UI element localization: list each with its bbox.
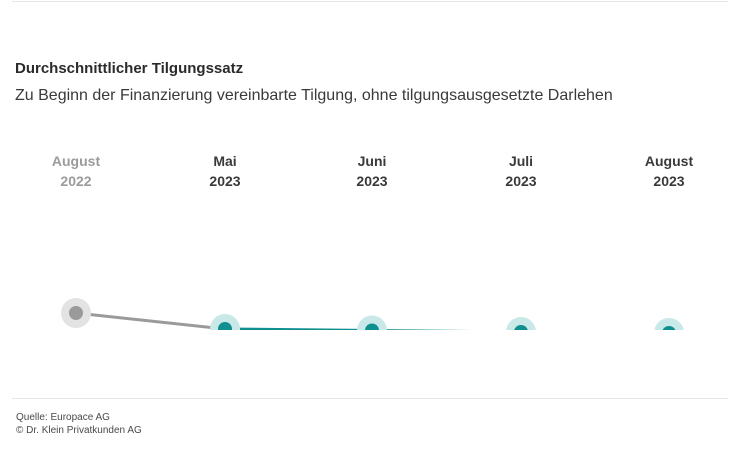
x-tick-label-month: August	[52, 153, 101, 169]
data-point	[365, 323, 379, 330]
series-line-current	[223, 327, 472, 330]
top-divider	[12, 1, 728, 2]
x-tick-label-year: 2023	[356, 173, 387, 189]
copyright-text: © Dr. Klein Privatkunden AG	[16, 425, 142, 436]
x-tick-label-year: 2023	[209, 173, 240, 189]
data-point	[69, 306, 83, 320]
data-point	[218, 322, 232, 330]
data-point	[514, 325, 528, 330]
data-point	[662, 326, 676, 330]
chart-title: Durchschnittlicher Tilgungssatz	[15, 60, 244, 77]
bottom-divider	[12, 398, 728, 399]
series-line-history	[74, 311, 227, 330]
data-point-halo	[654, 318, 684, 330]
x-tick-label-year: 2022	[60, 173, 91, 189]
x-tick-label-month: Mai	[213, 153, 236, 169]
x-tick-label-year: 2023	[505, 173, 536, 189]
x-tick-label-month: August	[645, 153, 694, 169]
x-tick-label-month: Juni	[358, 153, 387, 169]
line-chart: August 2022 Mai 2023 Juni 2023 Juli 2023 August 2…	[52, 153, 694, 330]
x-tick-label-month: Juli	[509, 153, 533, 169]
chart-source: Quelle: Europace AG © Dr. Klein Privatku…	[16, 411, 142, 437]
data-point-halo	[506, 317, 536, 330]
x-tick-label-year: 2023	[653, 173, 684, 189]
chart-subtitle: Zu Beginn der Finanzierung vereinbarte T…	[15, 87, 613, 104]
source-text: Quelle: Europace AG	[16, 412, 110, 423]
data-point-halo	[357, 315, 387, 330]
